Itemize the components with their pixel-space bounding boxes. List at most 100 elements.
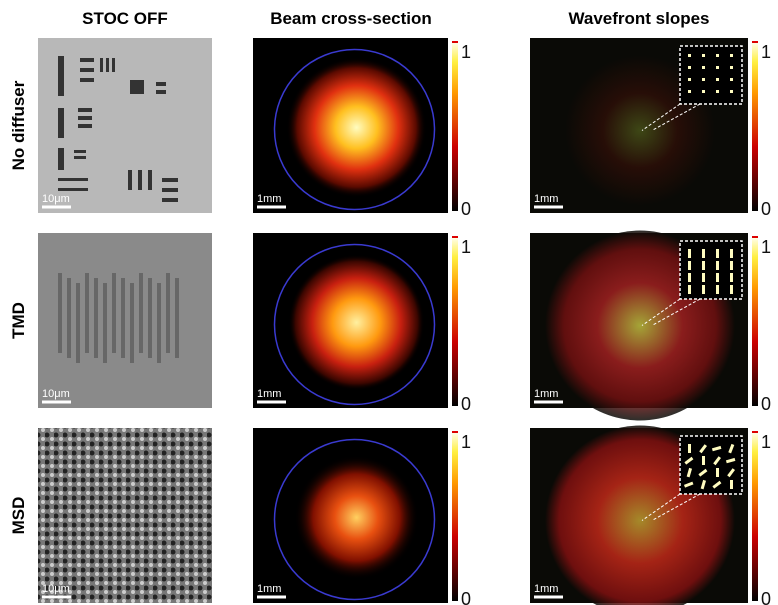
row-label: No diffuser [9, 80, 28, 170]
slopes-field [565, 55, 715, 206]
target-bar [80, 78, 94, 82]
blurred-feature [58, 273, 62, 353]
target-bar [156, 82, 166, 86]
inset-vector [716, 468, 719, 477]
inset-vector [684, 456, 694, 465]
blurred-feature [94, 278, 98, 358]
inset-vector [702, 456, 705, 465]
inset-vector [686, 467, 693, 478]
blurred-feature [148, 278, 152, 358]
inset-vector [699, 444, 708, 454]
inset-vector [730, 249, 733, 258]
colorbar [752, 432, 758, 601]
inset-vector [702, 54, 705, 57]
scale-bar-label: 10μm [42, 583, 70, 595]
inset-vector [688, 54, 691, 57]
scale-bar-label: 1mm [257, 583, 281, 595]
inset-vector [725, 457, 736, 464]
blurred-feature [67, 278, 71, 358]
inset-vector [716, 285, 719, 294]
beam-intensity [294, 455, 419, 580]
inset-vector [728, 443, 735, 454]
blurred-feature [130, 283, 134, 363]
target-bar [80, 68, 94, 72]
colorbar-min: 0 [761, 589, 771, 605]
inset-vector [688, 285, 691, 294]
colorbar-min: 0 [761, 199, 771, 219]
scale-bar-label: 10μm [42, 388, 70, 400]
inset-vector [730, 261, 733, 270]
target-bar [78, 116, 92, 120]
row-label: MSD [9, 497, 28, 535]
blurred-feature [85, 273, 89, 353]
inset-vector [688, 66, 691, 69]
colorbar-max: 1 [461, 42, 471, 62]
inset-vector [683, 481, 694, 488]
inset-vector [716, 66, 719, 69]
target-bar [74, 156, 86, 159]
inset-vector [730, 285, 733, 294]
target-bar [58, 148, 64, 170]
inset-vector [730, 54, 733, 57]
colorbar [452, 237, 458, 406]
inset-vector [688, 78, 691, 81]
inset-vector [702, 285, 705, 294]
target-bar [58, 108, 64, 138]
target-bar [80, 58, 94, 62]
inset-vector [716, 78, 719, 81]
column-header: Wavefront slopes [568, 9, 709, 28]
inset-vector [713, 456, 722, 466]
colorbar-max: 1 [761, 432, 771, 452]
colorbar-max: 1 [461, 237, 471, 257]
target-bar [74, 150, 86, 153]
panel-image [38, 428, 212, 603]
inset-vector [730, 66, 733, 69]
panel-image [253, 428, 448, 603]
inset-vector [727, 468, 736, 478]
colorbar-min: 0 [461, 394, 471, 414]
aperture-circle [273, 48, 436, 211]
inset-vector [711, 445, 722, 452]
inset-vector [702, 66, 705, 69]
inset-vector [716, 90, 719, 93]
target-bar [58, 178, 88, 181]
inset-vector [716, 273, 719, 282]
colorbar-min: 0 [461, 589, 471, 605]
target-bar [100, 58, 103, 72]
inset-pointer [641, 298, 681, 326]
column-header: STOC OFF [82, 9, 168, 28]
target-bar [128, 170, 132, 190]
panel-image [253, 38, 448, 213]
column-header: Beam cross-section [270, 9, 432, 28]
inset-vector [716, 261, 719, 270]
inset-vector [730, 480, 733, 489]
scale-bar-label: 1mm [534, 583, 558, 595]
target-bar [58, 188, 88, 191]
micrograph [38, 428, 212, 603]
inset-vector [702, 249, 705, 258]
beam-intensity [286, 57, 427, 198]
inset-vector [688, 273, 691, 282]
inset-vector [712, 480, 722, 489]
inset-vector [702, 90, 705, 93]
target-bar [156, 90, 166, 94]
inset-pointer [651, 493, 701, 521]
panel-image [38, 233, 212, 408]
inset-vector [700, 479, 707, 490]
scale-bar-label: 10μm [42, 193, 70, 205]
colorbar [452, 432, 458, 601]
target-bar [106, 58, 109, 72]
inset-vector [688, 261, 691, 270]
panel-image [38, 38, 212, 213]
colorbar-max: 1 [761, 237, 771, 257]
colorbar-min: 0 [461, 199, 471, 219]
colorbar [752, 237, 758, 406]
target-bar [148, 170, 152, 190]
target-bar [58, 56, 64, 96]
scale-bar-label: 1mm [257, 193, 281, 205]
colorbar-max: 1 [761, 42, 771, 62]
micrograph [38, 38, 212, 213]
target-bar [138, 170, 142, 190]
blurred-feature [157, 283, 161, 363]
blurred-feature [121, 278, 125, 358]
